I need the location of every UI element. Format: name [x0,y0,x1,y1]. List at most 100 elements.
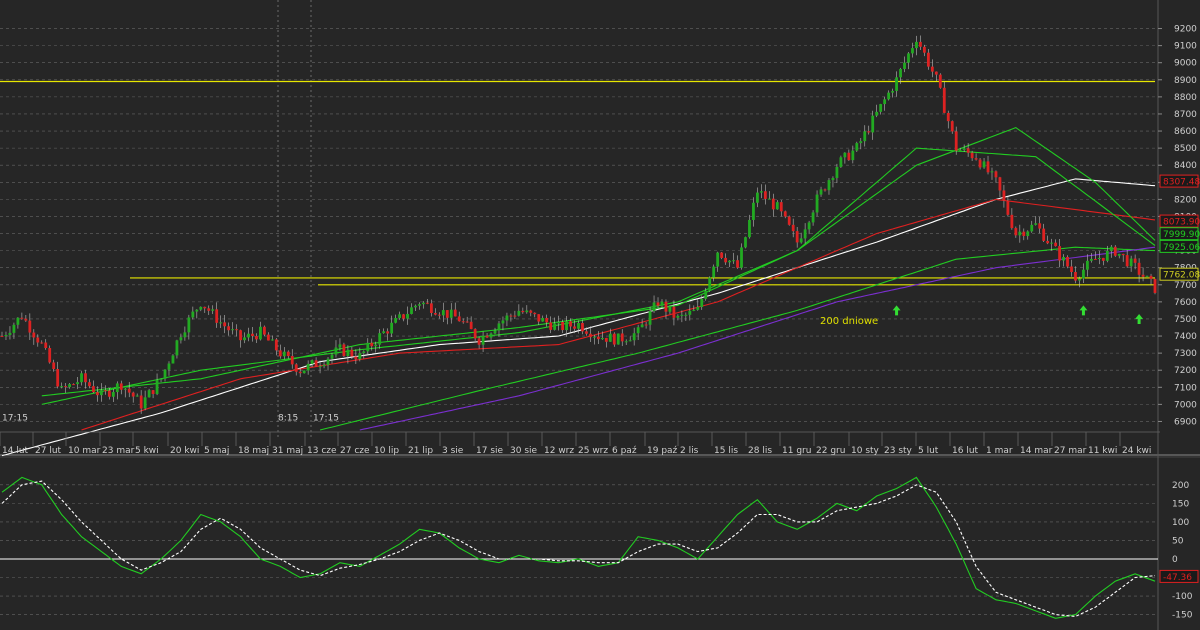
candle-body [525,310,529,313]
candle-body [68,384,71,388]
candle-body [752,202,755,220]
x-tick-label: 25 wrz [578,446,608,456]
candle-body [159,378,163,380]
osc-price-tag [1159,569,1199,583]
candle-body [318,366,322,368]
candle-body [573,326,576,329]
x-tick-label: 5 kwi [135,446,159,456]
candle-body [982,161,986,168]
osc-tick-label: 150 [1172,499,1189,509]
candle-body [183,332,187,338]
candle-body [274,339,278,351]
candle-body [867,131,871,133]
candle-body [923,46,926,53]
candle-body [593,336,596,338]
candle-body [1042,228,1046,241]
candle-body [596,336,600,340]
candle-body [445,310,449,318]
price-tags: 8307.48 8073.90 7999.90 7925.06 7762.08 [1159,174,1200,281]
x-tick-label: 17 sie [476,446,504,456]
candle-body [1030,224,1034,232]
candle-body [688,310,692,315]
candle-body [127,388,131,393]
candle-body [123,388,127,390]
candle-body [96,392,99,396]
candle-body [346,349,350,357]
osc-tick-label: -100 [1172,592,1193,602]
candle-body [1018,231,1022,236]
candle-body [549,322,553,330]
candle-body [362,351,366,354]
candle-body [195,309,199,312]
candle-body [668,306,672,312]
candle-body [334,347,338,355]
candle-body [231,329,234,331]
x-tick-label: 12 wrz [544,446,574,456]
candle-body [469,321,473,330]
candle-body [163,369,167,379]
annotation-200-day: 200 dniowe [820,316,878,327]
candle-body [298,371,302,374]
candle-body [143,397,147,409]
osc-tick-label: 50 [1172,536,1184,546]
candle-body [839,157,843,167]
candle-body [648,311,652,325]
candle-body [577,323,580,329]
support-resistance-levels [0,80,1155,286]
candle-body [40,342,44,344]
candle-body [410,307,413,314]
candle-body [342,344,346,357]
candle-body [314,360,318,367]
candle-body [915,41,918,49]
candle-body [227,326,231,331]
candle-body [1089,258,1093,261]
candle-body [767,198,771,200]
y-tick-label: 7100 [1174,383,1197,393]
candle-body [155,379,159,395]
candle-body [1034,223,1038,225]
candle-body [103,390,107,392]
candle-body [704,290,708,299]
candle-body [302,370,306,374]
candle-body [326,358,330,365]
x-tick-label: 2 lis [680,446,699,456]
candle-body [135,395,139,397]
candle-body [700,298,704,307]
candle-body [1117,253,1121,256]
candle-body [111,392,115,397]
candle-body [1153,278,1157,293]
y-tick-label: 7600 [1174,298,1197,308]
candle-body [1137,262,1141,275]
candle-body [251,333,254,337]
candle-body [827,180,831,191]
candle-body [1129,258,1133,267]
candle-body [219,322,223,324]
candle-body [378,333,382,345]
candle-body [1046,240,1050,244]
candle-body [56,368,60,387]
candle-body [759,191,763,193]
y-tick-label: 7300 [1174,349,1197,359]
x-tick-label: 6 paź [612,446,637,456]
price-candles [0,35,1157,414]
moving-average-line [41,126,1156,397]
candle-body [533,312,537,315]
x-tick-label: 27 lut [35,446,62,456]
candle-body [664,301,668,312]
candle-body [147,390,151,398]
candle-body [259,326,262,340]
candle-body [1145,275,1149,277]
candle-body [1109,246,1113,251]
candle-body [851,150,855,161]
candle-body [187,317,191,333]
candle-body [895,77,898,91]
candle-body [84,373,87,383]
signal-arrows [892,305,1144,324]
candle-body [863,131,867,142]
candle-body [382,331,386,334]
candle-body [616,333,620,345]
candle-body [962,148,966,150]
x-tick-label: 31 maj [272,446,303,456]
